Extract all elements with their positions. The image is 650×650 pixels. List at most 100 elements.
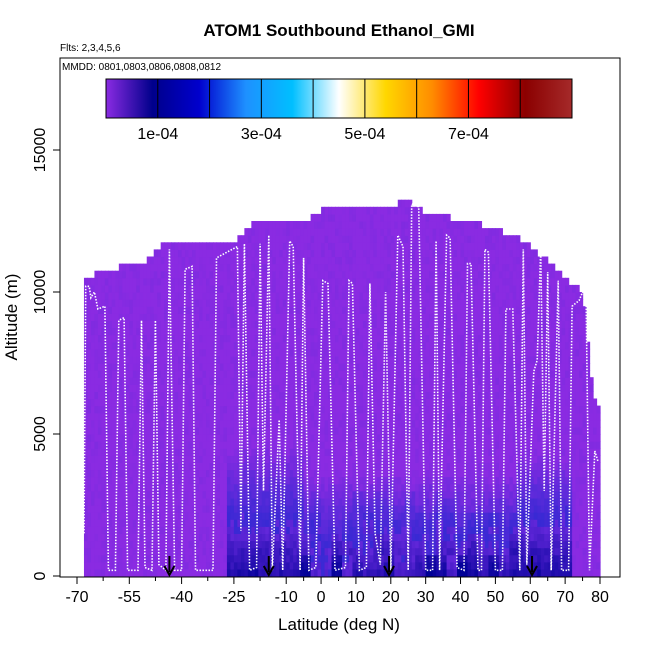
- curtain-cell: [303, 434, 308, 442]
- curtain-cell: [206, 299, 211, 307]
- curtain-cell: [97, 348, 103, 357]
- curtain-cell: [111, 547, 116, 556]
- curtain-cell: [104, 434, 109, 442]
- curtain-cell: [258, 334, 263, 343]
- curtain-cell: [171, 313, 176, 321]
- curtain-cell: [324, 256, 329, 265]
- curtain-cell: [279, 426, 284, 435]
- curtain-cell: [237, 299, 242, 307]
- curtain-cell: [415, 490, 420, 499]
- curtain-cell: [178, 377, 183, 385]
- curtain-cell: [289, 519, 294, 527]
- curtain-cell: [181, 505, 186, 513]
- curtain-cell: [338, 228, 343, 236]
- curtain-cell: [219, 299, 225, 307]
- curtain-cell: [136, 568, 141, 577]
- curtain-cell: [408, 384, 413, 392]
- curtain-cell: [324, 561, 329, 570]
- curtain-cell: [383, 540, 388, 549]
- curtain-cell: [296, 228, 301, 236]
- curtain-cell: [132, 348, 137, 357]
- curtain-cell: [167, 327, 172, 336]
- curtain-cell: [185, 270, 190, 279]
- curtain-cell: [188, 363, 193, 371]
- curtain-cell: [178, 426, 183, 435]
- curtain-cell: [108, 370, 113, 378]
- curtain-cell: [328, 412, 333, 421]
- curtain-cell: [185, 419, 190, 428]
- curtain-cell: [101, 412, 106, 421]
- curtain-cell: [206, 462, 211, 471]
- curtain-cell: [355, 313, 361, 321]
- curtain-cell: [359, 540, 364, 549]
- curtain-cell: [321, 554, 326, 563]
- curtain-cell: [383, 221, 388, 229]
- curtain-cell: [195, 540, 200, 549]
- curtain-cell: [335, 441, 340, 449]
- curtain-cell: [425, 526, 430, 534]
- curtain-cell: [341, 370, 347, 378]
- curtain-cell: [139, 533, 144, 542]
- curtain-cell: [258, 313, 263, 321]
- curtain-cell: [380, 377, 385, 385]
- curtain-cell: [258, 455, 263, 463]
- curtain-cell: [425, 277, 430, 286]
- curtain-cell: [199, 554, 204, 563]
- curtain-cell: [216, 434, 221, 442]
- curtain-cell: [254, 263, 259, 272]
- curtain-cell: [195, 292, 200, 300]
- curtain-cell: [164, 455, 169, 463]
- curtain-cell: [233, 540, 238, 549]
- curtain-cell: [345, 547, 350, 556]
- curtain-cell: [164, 426, 169, 435]
- curtain-cell: [230, 242, 235, 250]
- curtain-cell: [202, 533, 207, 542]
- curtain-cell: [411, 533, 416, 542]
- curtain-cell: [164, 348, 169, 357]
- curtain-cell: [366, 206, 371, 215]
- curtain-cell: [289, 256, 294, 265]
- curtain-cell: [104, 334, 109, 343]
- curtain-cell: [324, 242, 329, 250]
- curtain-cell: [115, 554, 120, 563]
- curtain-cell: [209, 284, 214, 293]
- curtain-cell: [359, 228, 364, 236]
- curtain-cell: [226, 277, 232, 286]
- curtain-cell: [97, 412, 103, 421]
- curtain-cell: [188, 512, 193, 520]
- curtain-cell: [366, 547, 371, 556]
- curtain-cell: [275, 228, 280, 236]
- curtain-cell: [261, 249, 266, 258]
- curtain-cell: [174, 448, 179, 456]
- curtain-cell: [136, 561, 141, 570]
- curtain-cell: [429, 483, 434, 492]
- curtain-cell: [90, 568, 96, 577]
- curtain-cell: [345, 256, 350, 265]
- curtain-cell: [317, 455, 322, 463]
- curtain-cell: [111, 568, 116, 577]
- curtain-cell: [129, 568, 134, 577]
- curtain-cell: [202, 306, 207, 314]
- curtain-cell: [355, 263, 361, 272]
- curtain-cell: [125, 263, 130, 272]
- curtain-cell: [108, 341, 113, 350]
- curtain-cell: [282, 512, 287, 520]
- curtain-cell: [411, 270, 416, 279]
- curtain-cell: [223, 391, 228, 400]
- curtain-cell: [401, 455, 406, 463]
- curtain-cell: [188, 249, 193, 258]
- curtain-cell: [104, 455, 109, 463]
- curtain-cell: [331, 235, 336, 243]
- curtain-cell: [376, 249, 381, 258]
- curtain-cell: [310, 419, 315, 428]
- curtain-cell: [300, 235, 305, 243]
- curtain-cell: [171, 341, 176, 350]
- curtain-cell: [324, 270, 329, 279]
- curtain-cell: [348, 213, 354, 222]
- curtain-cell: [94, 334, 99, 343]
- curtain-cell: [122, 497, 127, 506]
- curtain-cell: [397, 221, 402, 229]
- curtain-cell: [212, 277, 218, 286]
- curtain-cell: [258, 512, 263, 520]
- curtain-cell: [355, 299, 361, 307]
